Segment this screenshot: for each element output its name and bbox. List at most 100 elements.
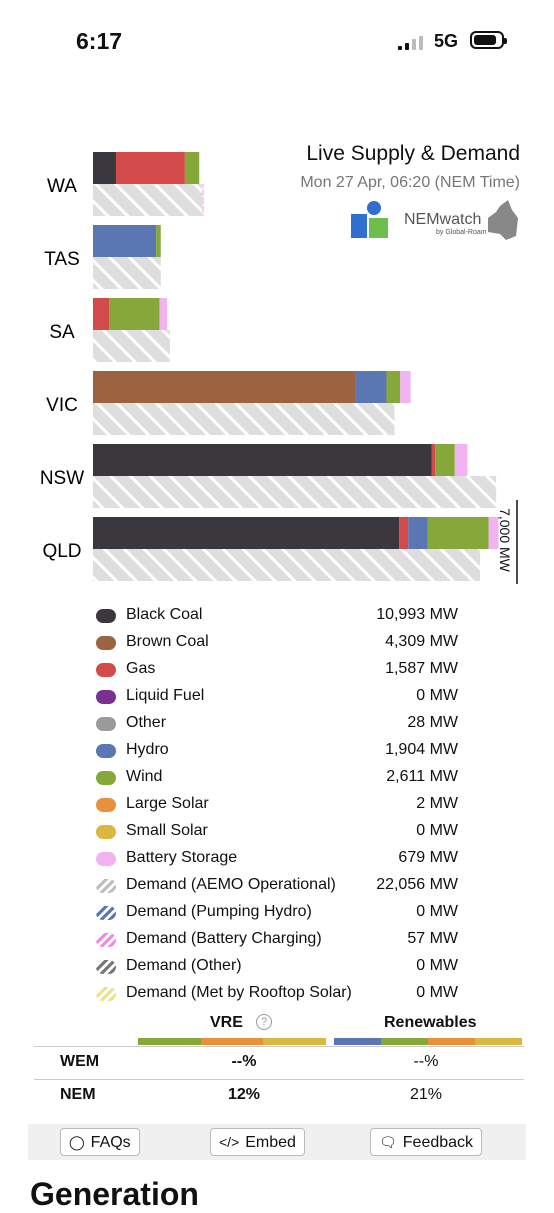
legend-swatch (96, 852, 116, 866)
legend-swatch (96, 690, 116, 704)
info-icon[interactable]: ? (256, 1014, 272, 1030)
legend-value: 22,056 MW (376, 876, 458, 893)
legend-swatch (96, 609, 116, 623)
feedback-button[interactable]: 🗨 Feedback (370, 1128, 483, 1156)
legend-item-liquid_fuel: Liquid Fuel 0 MW (96, 685, 466, 712)
supply-bar-gas (399, 517, 409, 549)
legend-swatch (96, 879, 116, 893)
signal-icon (398, 36, 423, 50)
legend-label: Demand (Battery Charging) (126, 930, 322, 947)
legend-swatch (96, 933, 116, 947)
legend-label: Small Solar (126, 822, 208, 839)
supply-bar-hydro (408, 517, 428, 549)
supply-bar-wind (184, 152, 200, 184)
legend-label: Other (126, 714, 167, 731)
legend-swatch (96, 663, 116, 677)
legend-value: 2 MW (416, 795, 458, 812)
legend-label: Demand (Other) (126, 957, 242, 974)
legend: Black Coal 10,993 MW Brown Coal 4,309 MW Gas… (96, 604, 466, 1009)
supply-bar-battery (159, 298, 168, 330)
vre-value: --% (231, 1053, 257, 1070)
supply-bar-wind (435, 444, 455, 476)
legend-item-gas: Gas 1,587 MW (96, 658, 466, 685)
legend-item-wind: Wind 2,611 MW (96, 766, 466, 793)
color-segment (428, 1038, 475, 1045)
legend-value: 28 MW (407, 714, 458, 731)
summary-row-wem: WEM --% --% (34, 1046, 524, 1079)
vre-value: 12% (227, 1086, 261, 1103)
chart-title: Live Supply & Demand (306, 142, 520, 165)
legend-swatch (96, 906, 116, 920)
supply-bar-wind (427, 517, 489, 549)
legend-label: Black Coal (126, 606, 203, 623)
legend-item-small_solar: Small Solar 0 MW (96, 820, 466, 847)
network-label: 5G (434, 31, 459, 51)
renewables-summary: VRE ? Renewables WEM --% --% NEM 12% 21% (34, 1006, 524, 1112)
demand-bar (93, 184, 203, 216)
renewables-value: 21% (409, 1086, 443, 1103)
color-segment (263, 1038, 327, 1045)
legend-swatch (96, 717, 116, 731)
supply-bar-wind (109, 298, 160, 330)
color-segment (200, 1038, 264, 1045)
demand-bar (93, 330, 170, 362)
legend-swatch (96, 987, 116, 1001)
color-segment (138, 1038, 201, 1045)
color-segment (381, 1038, 428, 1045)
vre-color-bar (138, 1038, 327, 1045)
legend-label: Demand (Met by Rooftop Solar) (126, 984, 352, 1001)
region-label: WA (47, 176, 77, 197)
legend-label: Large Solar (126, 795, 209, 812)
section-heading-generation: Generation (30, 1176, 199, 1212)
logo-text: NEMwatch (404, 211, 481, 228)
supply-bar-battery (400, 371, 411, 403)
supply-bar-black_coal (93, 152, 116, 184)
faqs-button[interactable]: ◯ FAQs (60, 1128, 140, 1156)
color-segment (475, 1038, 522, 1045)
legend-item-other: Other 28 MW (96, 712, 466, 739)
supply-bar-battery (454, 444, 468, 476)
legend-swatch (96, 960, 116, 974)
region-label: QLD (42, 541, 81, 562)
nemwatch-logo: NEMwatch by Global-Roam (351, 200, 518, 240)
supply-bar-wind (386, 371, 401, 403)
clock: 6:17 (76, 28, 123, 54)
legend-value: 57 MW (407, 930, 458, 947)
legend-item-demand_batt: Demand (Battery Charging) 57 MW (96, 928, 466, 955)
status-bar: 6:17 5G (0, 0, 554, 80)
demand-bar (93, 476, 497, 508)
legend-swatch (96, 744, 116, 758)
demand-bar (93, 257, 161, 289)
legend-value: 10,993 MW (376, 606, 458, 623)
legend-value: 1,587 MW (385, 660, 458, 677)
row-label: NEM (60, 1086, 96, 1103)
lightbulb-icon: ◯ (69, 1134, 85, 1150)
legend-value: 2,611 MW (386, 768, 458, 785)
supply-bar-hydro (355, 371, 387, 403)
color-segment (334, 1038, 381, 1045)
legend-label: Battery Storage (126, 849, 238, 866)
speech-bubble-icon: 🗨 (379, 1134, 397, 1150)
supply-bar-black_coal (93, 444, 432, 476)
row-label: WEM (60, 1053, 100, 1070)
legend-value: 0 MW (416, 957, 458, 974)
legend-swatch (96, 825, 116, 839)
renewables-header: Renewables (384, 1014, 477, 1031)
legend-item-hydro: Hydro 1,904 MW (96, 739, 466, 766)
legend-value: 0 MW (416, 903, 458, 920)
legend-swatch (96, 771, 116, 785)
legend-value: 0 MW (416, 687, 458, 704)
legend-swatch (96, 798, 116, 812)
battery-icon (470, 31, 507, 49)
supply-demand-chart: WA TAS SA VIC NSW QLD (40, 152, 518, 584)
embed-button[interactable]: </> Embed (210, 1128, 305, 1156)
legend-item-black_coal: Black Coal 10,993 MW (96, 604, 466, 631)
legend-label: Brown Coal (126, 633, 209, 650)
demand-bar (93, 549, 481, 581)
supply-bar-gas (431, 444, 436, 476)
legend-label: Wind (126, 768, 163, 785)
vre-header: VRE (210, 1014, 243, 1031)
legend-value: 0 MW (416, 984, 458, 1001)
legend-value: 1,904 MW (385, 741, 458, 758)
region-label: NSW (40, 468, 84, 489)
